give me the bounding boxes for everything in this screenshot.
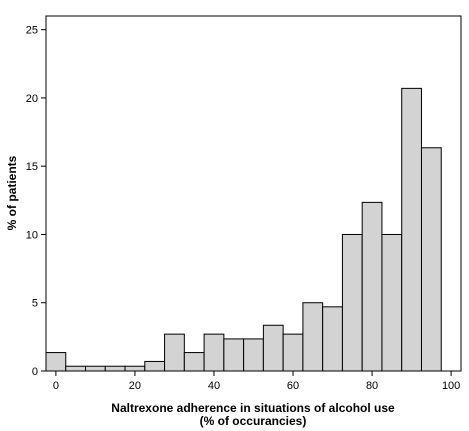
x-tick-label: 40 bbox=[208, 380, 220, 392]
histogram-bar bbox=[65, 365, 87, 372]
histogram-bar bbox=[361, 201, 383, 372]
histogram-bar bbox=[183, 352, 205, 372]
histogram-bar bbox=[85, 365, 106, 372]
histogram-bar bbox=[164, 333, 185, 372]
histogram-bar bbox=[401, 87, 422, 372]
histogram-bar bbox=[243, 338, 264, 372]
histogram-bar bbox=[302, 302, 324, 372]
histogram-bar bbox=[341, 233, 363, 372]
y-tick-label: 0 bbox=[32, 366, 38, 378]
y-tick-label: 20 bbox=[26, 93, 38, 105]
histogram-bar bbox=[144, 360, 166, 372]
y-axis-ticks: 0 5 10 15 20 25 bbox=[26, 25, 46, 378]
histogram-bar bbox=[45, 352, 67, 372]
histogram-bar bbox=[282, 333, 304, 372]
histogram-bar bbox=[223, 338, 245, 372]
y-tick-label: 25 bbox=[26, 25, 38, 37]
x-tick-label: 100 bbox=[442, 380, 460, 392]
y-axis-title: % of patients bbox=[5, 155, 19, 230]
x-axis-title-line-2: (% of occurancies) bbox=[200, 414, 307, 428]
bars-layer bbox=[45, 87, 442, 372]
x-tick-label: 0 bbox=[53, 380, 59, 392]
histogram-bar bbox=[381, 233, 403, 372]
x-tick-label: 80 bbox=[366, 380, 378, 392]
x-axis-title-line-1: Naltrexone adherence in situations of al… bbox=[111, 401, 395, 415]
histogram-bar bbox=[262, 324, 284, 372]
histogram-bar bbox=[322, 306, 343, 372]
x-tick-label: 20 bbox=[129, 380, 141, 392]
histogram-bar bbox=[124, 365, 146, 372]
y-tick-label: 15 bbox=[26, 161, 38, 173]
histogram-bar bbox=[420, 147, 442, 372]
histogram-bar bbox=[104, 365, 126, 372]
x-axis-ticks: 0 20 40 60 80 100 bbox=[53, 371, 460, 392]
y-tick-label: 5 bbox=[32, 298, 38, 310]
y-tick-label: 10 bbox=[26, 229, 38, 241]
histogram-bar bbox=[203, 333, 225, 372]
x-tick-label: 60 bbox=[287, 380, 299, 392]
